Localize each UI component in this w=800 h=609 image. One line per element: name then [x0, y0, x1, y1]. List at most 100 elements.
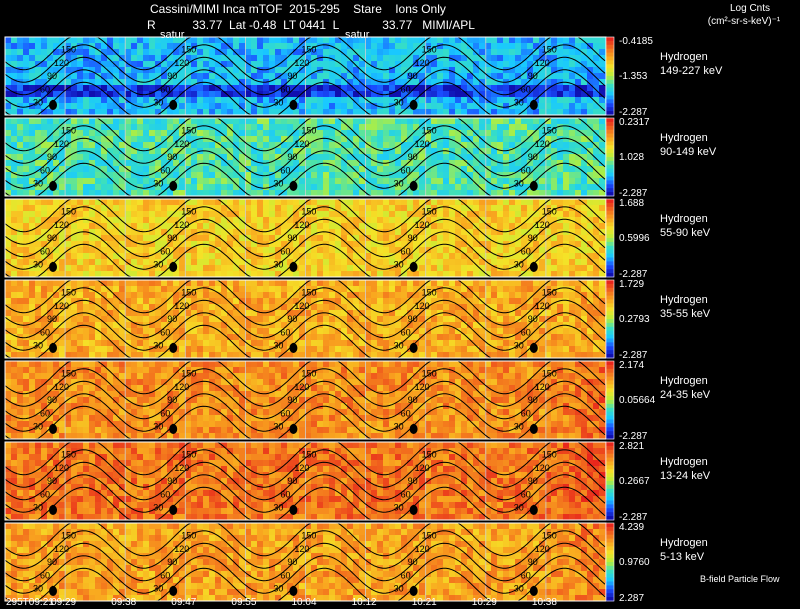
heatmap-cell: [5, 160, 11, 166]
heatmap-cell: [443, 124, 449, 130]
heatmap-cell: [101, 85, 107, 91]
heatmap-cell: [149, 67, 155, 73]
heatmap-cell: [581, 322, 587, 328]
heatmap-cell: [71, 166, 77, 172]
heatmap-cell: [101, 136, 107, 142]
heatmap-cell: [587, 124, 593, 130]
heatmap-cell: [53, 118, 59, 124]
heatmap-cell: [359, 205, 365, 211]
heatmap-cell: [569, 154, 575, 160]
heatmap-cell: [77, 61, 83, 67]
heatmap-cell: [35, 217, 41, 223]
heatmap-cell: [383, 190, 389, 196]
heatmap-cell: [317, 265, 323, 271]
heatmap-cell: [521, 322, 527, 328]
heatmap-cell: [437, 109, 443, 115]
heatmap-cell: [29, 142, 35, 148]
heatmap-cell: [17, 43, 23, 49]
heatmap-cell: [323, 205, 329, 211]
heatmap-cell: [95, 184, 101, 190]
heatmap-cell: [527, 271, 533, 277]
heatmap-cell: [179, 136, 185, 142]
heatmap-cell: [371, 190, 377, 196]
heatmap-cell: [353, 49, 359, 55]
heatmap-cell: [203, 205, 209, 211]
heatmap-cell: [599, 79, 605, 85]
heatmap-cell: [377, 55, 383, 61]
heatmap-cell: [323, 130, 329, 136]
heatmap-cell: [125, 265, 131, 271]
heatmap-cell: [431, 43, 437, 49]
heatmap-cell: [281, 280, 287, 286]
contour-label: 150: [181, 126, 196, 136]
heatmap-cell: [575, 205, 581, 211]
heatmap-cell: [11, 265, 17, 271]
heatmap-cell: [89, 49, 95, 55]
heatmap-cell: [281, 211, 287, 217]
heatmap-cell: [593, 67, 599, 73]
heatmap-cell: [209, 229, 215, 235]
heatmap-cell: [41, 91, 47, 97]
heatmap-cell: [587, 190, 593, 196]
heatmap-cell: [455, 292, 461, 298]
heatmap-cell: [539, 265, 545, 271]
heatmap-cell: [509, 280, 515, 286]
heatmap-cell: [131, 136, 137, 142]
heatmap-cell: [563, 259, 569, 265]
heatmap-cell: [509, 310, 515, 316]
colorbar-step: [606, 176, 614, 181]
heatmap-cell: [11, 223, 17, 229]
heatmap-cell: [209, 118, 215, 124]
heatmap-cell: [497, 190, 503, 196]
heatmap-cell: [35, 43, 41, 49]
heatmap-cell: [239, 286, 245, 292]
heatmap-cell: [35, 85, 41, 91]
heatmap-cell: [287, 79, 293, 85]
heatmap-cell: [305, 241, 311, 247]
heatmap-cell: [221, 199, 227, 205]
heatmap-cell: [209, 253, 215, 259]
heatmap-cell: [239, 103, 245, 109]
heatmap-cell: [587, 211, 593, 217]
heatmap-cell: [233, 37, 239, 43]
heatmap-cell: [335, 322, 341, 328]
heatmap-cell: [287, 67, 293, 73]
heatmap-cell: [293, 154, 299, 160]
heatmap-cell: [59, 67, 65, 73]
heatmap-cell: [185, 190, 191, 196]
heatmap-cell: [575, 280, 581, 286]
heatmap-cell: [401, 235, 407, 241]
heatmap-cell: [131, 79, 137, 85]
heatmap-cell: [35, 229, 41, 235]
heatmap-cell: [155, 310, 161, 316]
heatmap-cell: [467, 49, 473, 55]
heatmap-cell: [293, 91, 299, 97]
heatmap-cell: [413, 61, 419, 67]
heatmap-cell: [227, 322, 233, 328]
heatmap-cell: [5, 55, 11, 61]
heatmap-cell: [53, 247, 59, 253]
heatmap-cell: [191, 310, 197, 316]
heatmap-cell: [251, 160, 257, 166]
heatmap-cell: [203, 118, 209, 124]
heatmap-cell: [299, 184, 305, 190]
heatmap-cell: [527, 241, 533, 247]
heatmap-cell: [575, 97, 581, 103]
heatmap-cell: [353, 118, 359, 124]
heatmap-cell: [395, 322, 401, 328]
heatmap-cell: [515, 211, 521, 217]
heatmap-cell: [341, 322, 347, 328]
heatmap-cell: [593, 217, 599, 223]
heatmap-cell: [281, 286, 287, 292]
heatmap-cell: [389, 55, 395, 61]
heatmap-cell: [35, 136, 41, 142]
heatmap-cell: [263, 304, 269, 310]
heatmap-cell: [59, 316, 65, 322]
heatmap-cell: [413, 142, 419, 148]
heatmap-cell: [371, 61, 377, 67]
heatmap-cell: [41, 316, 47, 322]
heatmap-cell: [107, 223, 113, 229]
heatmap-cell: [191, 130, 197, 136]
heatmap-cell: [437, 271, 443, 277]
heatmap-cell: [47, 37, 53, 43]
